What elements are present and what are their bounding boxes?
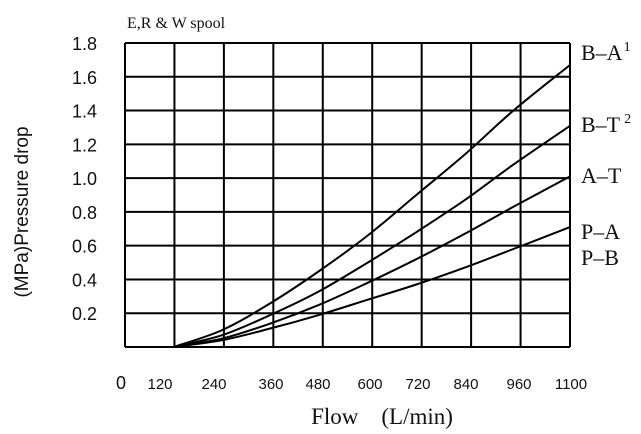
series-label: P–A bbox=[581, 219, 620, 244]
x-tick-label: 0 bbox=[116, 373, 126, 393]
x-axis-label: Flow (L/min) bbox=[311, 404, 453, 429]
series-line bbox=[173, 64, 571, 348]
chart-title: E,R & W spool bbox=[127, 15, 226, 32]
x-tick-label: 600 bbox=[357, 376, 382, 393]
y-tick-label: 1.2 bbox=[72, 135, 97, 155]
x-tick-label: 720 bbox=[405, 376, 430, 393]
y-tick-label: 1.6 bbox=[72, 68, 97, 88]
x-tick-label: 960 bbox=[506, 376, 531, 393]
series-lines bbox=[173, 64, 571, 348]
series-line bbox=[173, 124, 571, 348]
y-tick-label: 1.8 bbox=[72, 34, 97, 54]
series-label: B–A1 bbox=[581, 40, 631, 65]
series-line bbox=[173, 175, 571, 348]
x-tick-labels: 0 120 240 360 480 600 720 840 960 1100 bbox=[116, 373, 587, 393]
y-tick-label: 1.4 bbox=[72, 102, 97, 122]
y-tick-label: 0.4 bbox=[72, 270, 97, 290]
x-tick-label: 360 bbox=[258, 376, 283, 393]
x-tick-label: 840 bbox=[453, 376, 478, 393]
y-tick-label: 0.2 bbox=[72, 304, 97, 324]
x-tick-label: 480 bbox=[305, 376, 330, 393]
grid bbox=[124, 42, 571, 348]
y-tick-label: 1.0 bbox=[72, 169, 97, 189]
x-tick-label: 1100 bbox=[555, 376, 587, 393]
x-tick-label: 120 bbox=[147, 376, 172, 393]
y-tick-label: 0.6 bbox=[72, 237, 97, 257]
y-tick-labels: 0.2 0.4 0.6 0.8 1.0 1.2 1.4 1.6 1.8 bbox=[72, 34, 97, 324]
series-line bbox=[173, 226, 571, 348]
series-labels: B–A1 B–T 2 A–T P–AP–B bbox=[581, 40, 631, 270]
x-tick-label: 240 bbox=[201, 376, 226, 393]
series-label: P–B bbox=[581, 245, 619, 270]
series-label: B–T 2 bbox=[581, 112, 631, 137]
y-axis-label: (MPa)Pressure drop bbox=[12, 126, 33, 297]
series-label: A–T bbox=[581, 163, 622, 188]
y-tick-label: 0.8 bbox=[72, 203, 97, 223]
